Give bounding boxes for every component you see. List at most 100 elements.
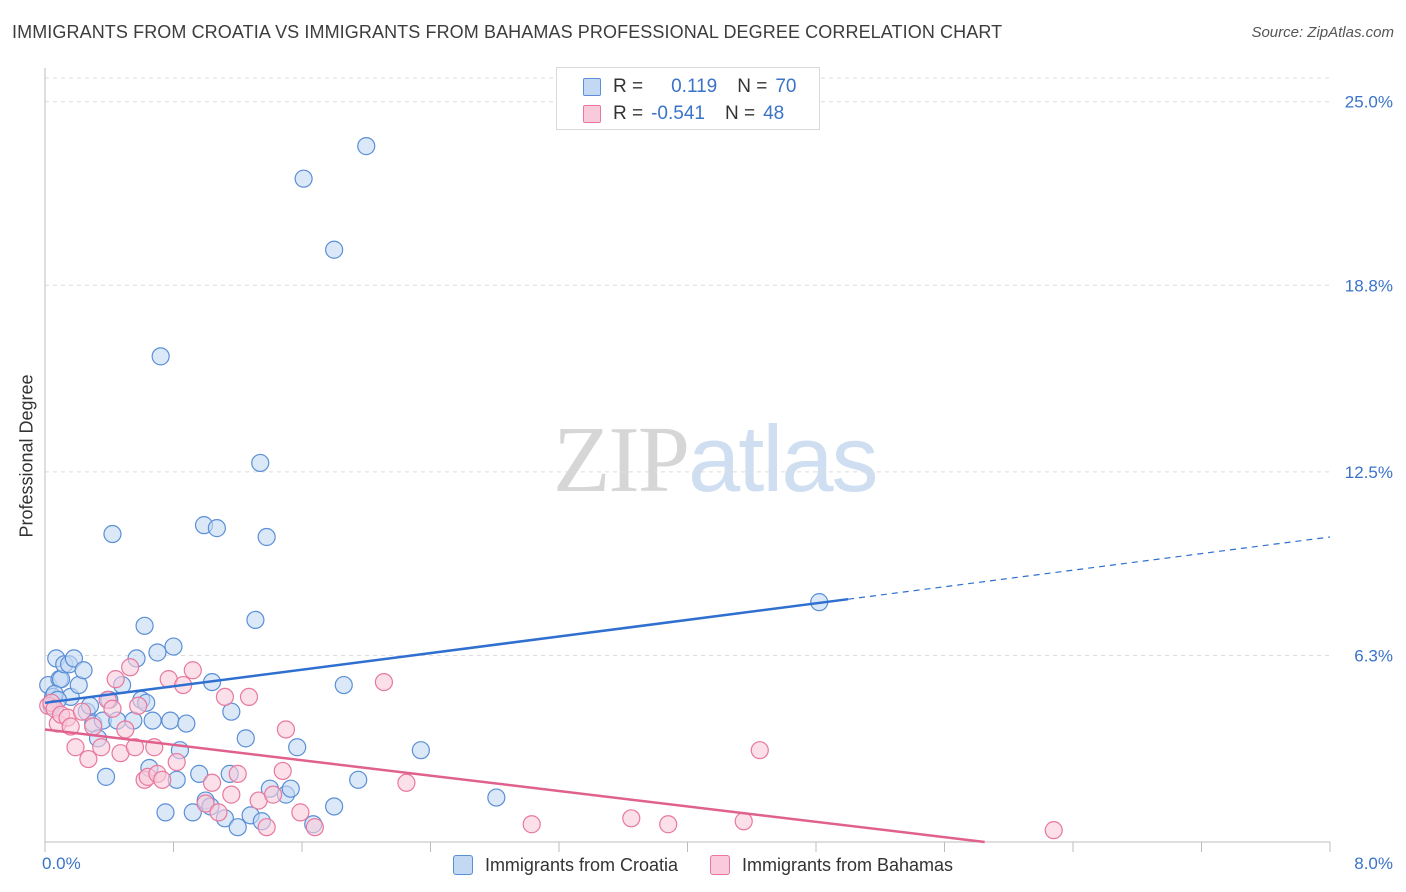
croatia-point [257, 527, 276, 547]
croatia-legend-swatch [452, 855, 473, 875]
legend-label-croatia: Immigrants from Croatia [484, 854, 678, 875]
x-tick-label: 0.0% [42, 854, 81, 873]
croatia-point [143, 711, 162, 730]
croatia-point [164, 637, 183, 656]
croatia-point [183, 803, 202, 822]
legend-item-bahamas[interactable]: Immigrants from Bahamas [709, 854, 954, 876]
bahamas-point [106, 670, 125, 689]
croatia-point [74, 661, 93, 680]
bahamas-point [209, 803, 228, 822]
croatia-trend-line [44, 597, 849, 705]
bahamas-point [125, 738, 145, 757]
croatia-trend-extension [848, 536, 1331, 600]
bahamas-point [121, 658, 140, 677]
croatia-point [103, 524, 122, 544]
bahamas-point [750, 741, 769, 760]
bahamas-point [305, 818, 324, 837]
croatia-point [177, 714, 196, 733]
bahamas-point [84, 717, 103, 736]
series-legend: Immigrants from Croatia Immigrants from … [0, 851, 1406, 879]
bahamas-point [263, 785, 283, 804]
watermark: ZIPatlas [553, 405, 879, 514]
bahamas-point [374, 672, 394, 692]
croatia-swatch [583, 78, 601, 96]
croatia-point [325, 240, 344, 259]
r-value: 0.119 [671, 76, 718, 97]
croatia-point [190, 764, 209, 783]
croatia-point [334, 675, 353, 695]
croatia-point [151, 347, 170, 366]
bahamas-point [659, 815, 678, 834]
legend-row-bahamas: R = -0.541 N = 48 [583, 101, 784, 127]
bahamas-point [228, 764, 247, 783]
bahamas-point [291, 803, 310, 822]
croatia-point [251, 453, 270, 473]
bahamas-point [103, 699, 122, 718]
bahamas-point [734, 812, 753, 831]
bahamas-point [276, 720, 296, 739]
bahamas-point [522, 815, 541, 834]
chart-title: IMMIGRANTS FROM CROATIA VS IMMIGRANTS FR… [12, 22, 1003, 42]
bahamas-point [222, 785, 241, 804]
bahamas-point [153, 770, 172, 789]
croatia-point [357, 137, 376, 156]
legend-row-croatia: R = 0.119 N = 70 [583, 74, 797, 100]
watermark-atlas: atlas [688, 406, 879, 511]
bahamas-point [622, 809, 641, 828]
bahamas-point [66, 738, 85, 757]
croatia-point [96, 767, 116, 786]
croatia-point [135, 616, 154, 635]
r-value: -0.541 [651, 103, 705, 124]
croatia-point [246, 610, 265, 630]
bahamas-swatch [583, 105, 601, 123]
croatia-point [207, 519, 226, 538]
x-tick-label: 8.0% [1354, 854, 1393, 873]
bahamas-point [183, 661, 202, 680]
bahamas-point [116, 720, 135, 739]
croatia-point [228, 818, 247, 837]
bahamas-point [239, 687, 259, 706]
bahamas-point [92, 738, 111, 757]
legend-item-croatia[interactable]: Immigrants from Croatia [452, 854, 678, 876]
n-label: N = [724, 103, 756, 124]
croatia-point [325, 797, 344, 816]
bahamas-point [202, 773, 222, 792]
croatia-point [487, 788, 506, 807]
y-axis-label: Professional Degree [16, 374, 37, 538]
y-tick-label: 25.0% [1345, 93, 1393, 112]
n-value: 48 [763, 103, 785, 124]
y-tick-label: 18.8% [1345, 276, 1393, 295]
bahamas-point [61, 717, 80, 736]
bahamas-point [257, 818, 276, 837]
croatia-point [161, 711, 180, 730]
bahamas-point [79, 749, 98, 769]
bahamas-point [196, 794, 215, 813]
source-note: Source: ZipAtlas.com [1251, 24, 1394, 41]
croatia-point [156, 803, 175, 822]
bahamas-point [397, 773, 416, 792]
correlation-legend: R = 0.119 N = 70 R = -0.541 N = 48 [556, 67, 820, 130]
bahamas-point [167, 752, 186, 772]
bahamas-point [1044, 821, 1063, 840]
bahamas-point [129, 696, 148, 715]
croatia-point [411, 741, 430, 760]
legend-label-bahamas: Immigrants from Bahamas [741, 854, 954, 875]
croatia-point [288, 738, 307, 757]
croatia-point [64, 649, 84, 668]
r-label: R = [613, 103, 644, 124]
croatia-point [281, 779, 300, 798]
watermark-zip: ZIP [553, 408, 690, 512]
n-value: 70 [775, 76, 797, 97]
bahamas-legend-swatch [709, 855, 730, 875]
bahamas-point [215, 687, 234, 706]
bahamas-point [273, 761, 292, 781]
croatia-point [349, 770, 368, 789]
y-tick-label: 6.3% [1354, 646, 1393, 665]
r-label: R = [613, 76, 644, 97]
croatia-point [148, 643, 167, 662]
croatia-point [236, 729, 255, 748]
bahamas-point [72, 702, 92, 721]
bahamas-trend-line [44, 728, 985, 844]
y-tick-label: 12.5% [1345, 463, 1393, 482]
